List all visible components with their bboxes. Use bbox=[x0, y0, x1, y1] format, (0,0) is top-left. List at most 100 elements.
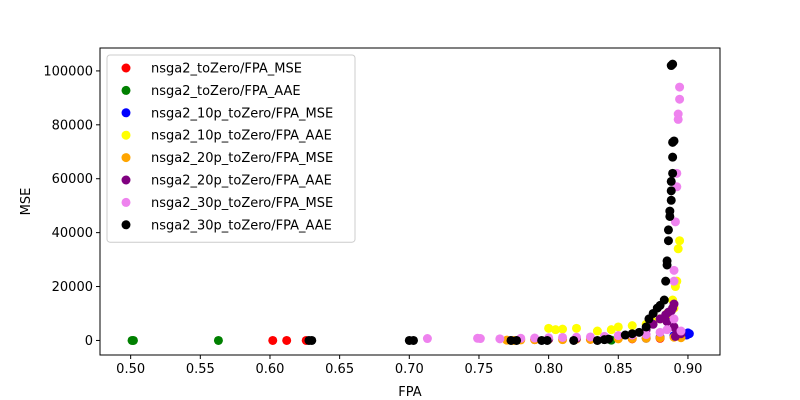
data-point bbox=[282, 335, 292, 345]
data-point bbox=[558, 324, 568, 334]
data-point bbox=[675, 82, 685, 92]
x-axis-label: FPA bbox=[398, 385, 421, 400]
data-point bbox=[662, 256, 672, 266]
data-point bbox=[571, 323, 581, 333]
x-tick-label: 0.50 bbox=[116, 362, 145, 377]
data-point bbox=[585, 332, 595, 342]
data-point bbox=[670, 331, 680, 341]
data-point bbox=[663, 225, 673, 235]
data-point bbox=[673, 109, 683, 119]
data-point bbox=[676, 326, 686, 336]
y-tick-label: 0 bbox=[85, 334, 93, 349]
legend-marker bbox=[121, 175, 131, 185]
data-point bbox=[669, 265, 679, 275]
data-point bbox=[627, 321, 637, 331]
legend-entry: nsga2_toZero/FPA_AAE bbox=[151, 84, 301, 99]
y-tick-label: 20000 bbox=[52, 280, 93, 295]
data-point bbox=[669, 299, 679, 309]
legend-marker bbox=[121, 63, 131, 73]
data-point bbox=[592, 335, 602, 345]
series-7-points bbox=[304, 59, 679, 345]
data-point bbox=[675, 94, 685, 104]
data-point bbox=[675, 236, 685, 246]
legend-entry: nsga2_toZero/FPA_MSE bbox=[151, 62, 302, 77]
data-point bbox=[604, 334, 614, 344]
data-point bbox=[663, 236, 673, 246]
data-point bbox=[655, 327, 665, 337]
data-point bbox=[422, 334, 432, 344]
legend-marker bbox=[121, 108, 131, 118]
x-axis: 0.50 0.55 0.60 0.65 0.70 0.75 0.80 0.85 0.90 bbox=[116, 355, 702, 377]
data-point bbox=[662, 325, 672, 335]
legend-marker bbox=[121, 85, 131, 95]
data-point bbox=[606, 325, 616, 335]
data-point bbox=[666, 176, 676, 186]
legend-marker bbox=[121, 130, 131, 140]
legend-entry: nsga2_10p_toZero/FPA_AAE bbox=[151, 129, 332, 144]
legend-marker bbox=[121, 220, 131, 230]
legend-box bbox=[106, 54, 356, 243]
data-point bbox=[670, 217, 680, 227]
data-point bbox=[665, 206, 675, 216]
data-point bbox=[661, 276, 671, 286]
y-tick-label: 60000 bbox=[52, 172, 93, 187]
x-tick-label: 0.80 bbox=[534, 362, 563, 377]
data-point bbox=[551, 325, 561, 335]
data-point bbox=[669, 276, 679, 286]
data-point bbox=[641, 322, 651, 332]
legend-entry: nsga2_20p_toZero/FPA_MSE bbox=[151, 151, 333, 166]
data-point bbox=[634, 327, 644, 337]
plot-frame bbox=[99, 47, 721, 356]
data-point bbox=[666, 306, 676, 316]
x-tick-label: 0.90 bbox=[673, 362, 702, 377]
y-axis-label: MSE bbox=[19, 188, 34, 216]
data-point bbox=[673, 244, 683, 254]
data-point bbox=[669, 136, 679, 146]
data-point bbox=[530, 333, 540, 343]
data-point bbox=[613, 322, 623, 332]
data-point bbox=[475, 334, 485, 344]
data-point bbox=[128, 335, 138, 345]
data-point bbox=[544, 323, 554, 333]
data-point bbox=[668, 152, 678, 162]
legend-entry: nsga2_30p_toZero/FPA_AAE bbox=[151, 218, 332, 233]
data-point bbox=[558, 332, 568, 342]
data-point bbox=[613, 331, 623, 341]
data-point bbox=[213, 335, 223, 345]
data-point bbox=[641, 330, 651, 340]
legend-entry: nsga2_30p_toZero/FPA_MSE bbox=[151, 196, 333, 211]
data-point bbox=[662, 317, 672, 327]
y-tick-label: 80000 bbox=[52, 118, 93, 133]
data-point bbox=[666, 195, 676, 205]
data-point bbox=[512, 335, 522, 345]
x-tick-label: 0.75 bbox=[464, 362, 493, 377]
data-point bbox=[569, 335, 579, 345]
data-point bbox=[542, 335, 552, 345]
y-tick-label: 40000 bbox=[52, 226, 93, 241]
data-point bbox=[627, 329, 637, 339]
data-point bbox=[668, 168, 678, 178]
data-point bbox=[666, 186, 676, 196]
data-point bbox=[659, 295, 669, 305]
legend-marker bbox=[121, 153, 131, 163]
x-tick-label: 0.85 bbox=[604, 362, 633, 377]
data-point bbox=[408, 335, 418, 345]
legend-entry: nsga2_20p_toZero/FPA_AAE bbox=[151, 174, 332, 189]
data-point bbox=[668, 59, 678, 69]
x-tick-label: 0.55 bbox=[186, 362, 215, 377]
x-tick-label: 0.70 bbox=[395, 362, 424, 377]
data-point bbox=[592, 326, 602, 336]
data-point bbox=[620, 330, 630, 340]
data-points bbox=[127, 59, 694, 345]
legend-entry: nsga2_10p_toZero/FPA_MSE bbox=[151, 106, 333, 121]
y-axis: 0 20000 40000 60000 80000 100000 bbox=[43, 64, 100, 349]
data-point bbox=[268, 335, 278, 345]
y-tick-label: 100000 bbox=[43, 64, 93, 79]
data-point bbox=[669, 314, 679, 324]
legend: nsga2_toZero/FPA_MSE nsga2_toZero/FPA_AAE… bbox=[106, 54, 356, 243]
x-tick-label: 0.65 bbox=[325, 362, 354, 377]
data-point bbox=[495, 334, 505, 344]
x-tick-label: 0.60 bbox=[256, 362, 285, 377]
data-point bbox=[307, 335, 317, 345]
